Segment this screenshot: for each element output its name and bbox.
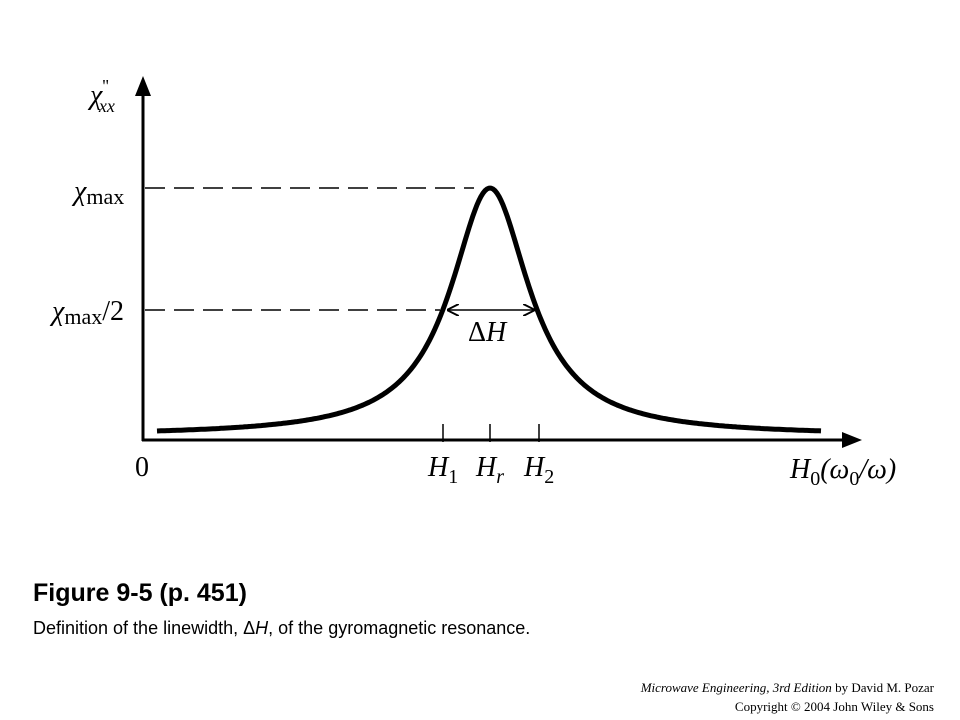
x-axis-label: H0(ω0/ω) — [789, 454, 896, 490]
caption-text: Definition of the linewidth, ΔH, of the … — [33, 618, 530, 638]
footer-book: Microwave Engineering, 3rd Edition by Da… — [640, 680, 935, 695]
caption-title: Figure 9-5 (p. 451) — [33, 579, 247, 607]
origin-label: 0 — [135, 452, 149, 483]
resonance-curve — [156, 185, 822, 434]
delta-h-label: ΔH — [468, 317, 508, 348]
footer-copyright: Copyright © 2004 John Wiley & Sons — [735, 699, 934, 714]
y-arrow — [135, 76, 151, 96]
h1-label: H1 — [427, 452, 458, 488]
x-arrow — [842, 432, 862, 448]
chi-half-label: χmax/2 — [49, 296, 124, 329]
hr-label: Hr — [475, 452, 504, 488]
chi-max-label: χmax — [71, 176, 124, 209]
y-axis-label: χ'' xx — [87, 76, 115, 116]
h2-label: H2 — [523, 452, 554, 488]
